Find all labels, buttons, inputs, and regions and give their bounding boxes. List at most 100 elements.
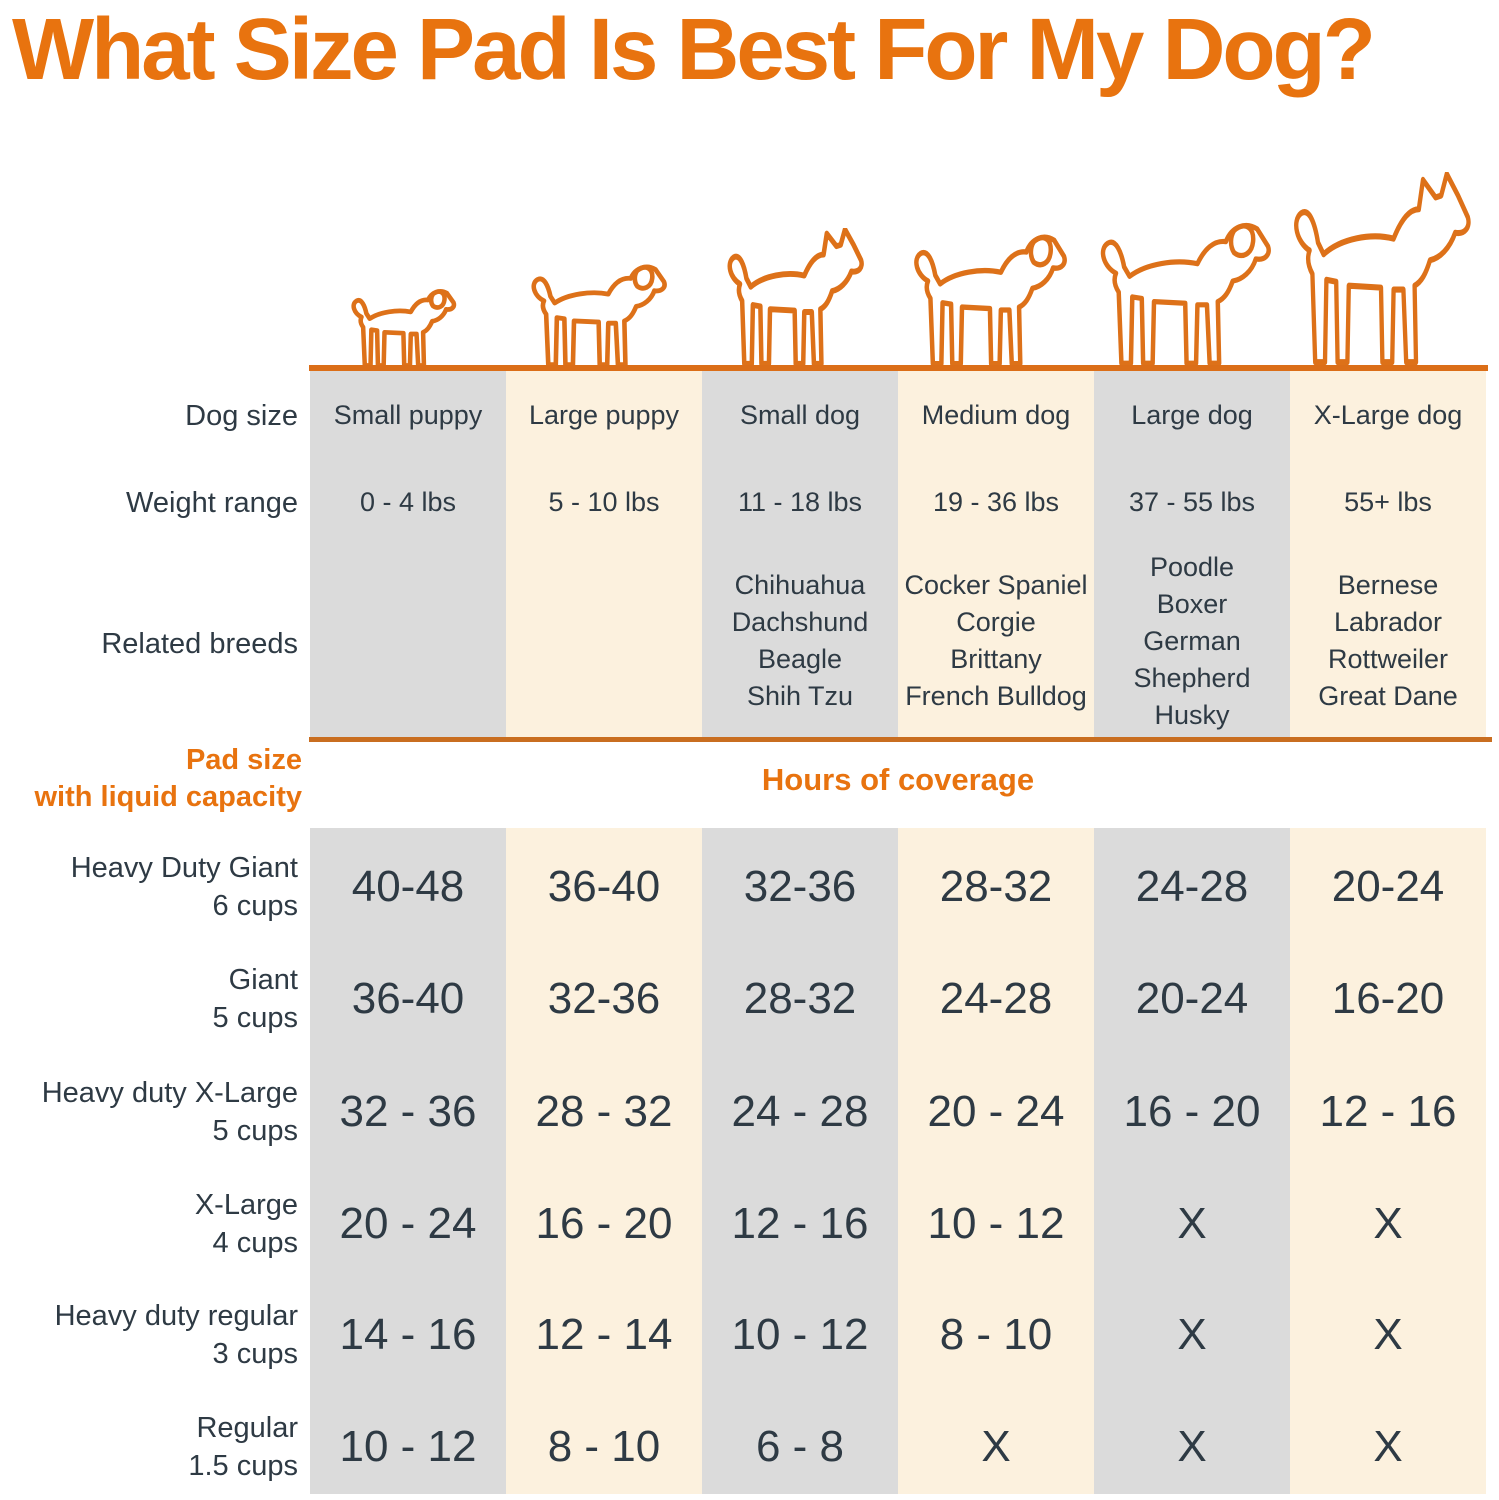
coverage-value: X bbox=[1177, 1199, 1207, 1248]
column-bg bbox=[898, 828, 1094, 1494]
breed-name: Beagle bbox=[757, 644, 843, 674]
coverage-value: 12 - 16 bbox=[1319, 1087, 1457, 1136]
small-dog-icon bbox=[725, 228, 875, 368]
pad-row-label: Heavy Duty Giant 6 cups bbox=[0, 849, 298, 925]
pad-size-section-label: Pad size with liquid capacity bbox=[0, 742, 303, 816]
breed-name: Rottweiler bbox=[1327, 644, 1449, 674]
row-label-weight-range: Weight range bbox=[126, 487, 298, 519]
breed-name: Dachshund bbox=[731, 607, 869, 637]
medium-dog-icon bbox=[911, 223, 1081, 368]
pad-row-values: 40-48 36-40 32-36 28-32 24-28 20-24 bbox=[310, 855, 1486, 919]
pad-row-label: Regular 1.5 cups bbox=[0, 1409, 298, 1485]
coverage-value: 16-20 bbox=[1331, 974, 1445, 1023]
coverage-value: 8 - 10 bbox=[939, 1310, 1053, 1359]
pad-name: X-Large bbox=[194, 1189, 298, 1221]
breed-name: Bernese bbox=[1337, 570, 1439, 600]
pad-capacity: 6 cups bbox=[212, 890, 298, 922]
pad-row-label: Heavy duty X-Large 5 cups bbox=[0, 1074, 298, 1150]
coverage-value: 14 - 16 bbox=[339, 1310, 477, 1359]
coverage-value: 8 - 10 bbox=[547, 1422, 661, 1471]
breed-name: French Bulldog bbox=[905, 681, 1087, 711]
pad-capacity: 1.5 cups bbox=[188, 1450, 298, 1482]
coverage-value: 10 - 12 bbox=[731, 1310, 869, 1359]
coverage-value: 10 - 12 bbox=[339, 1422, 477, 1471]
weight-cell: 19 - 36 lbs bbox=[932, 486, 1060, 517]
breed-name: Brittany bbox=[950, 644, 1042, 674]
dog-size-cell: Small dog bbox=[739, 399, 861, 430]
breed-name: Cocker Spaniel bbox=[904, 570, 1088, 600]
breeds-cell: Chihuahua Dachshund Beagle Shih Tzu bbox=[702, 548, 898, 734]
large-dog-icon bbox=[1097, 210, 1287, 368]
breed-name: German Shepherd bbox=[1133, 625, 1251, 693]
column-bg bbox=[702, 828, 898, 1494]
pad-size-label-line2: with liquid capacity bbox=[34, 781, 303, 813]
breed-name: Shih Tzu bbox=[746, 681, 854, 711]
pad-name: Heavy Duty Giant bbox=[70, 852, 298, 884]
dog-size-cell: Large puppy bbox=[528, 399, 680, 430]
row-label-related-breeds: Related breeds bbox=[101, 628, 298, 660]
coverage-value: 24-28 bbox=[1135, 862, 1249, 911]
coverage-value: X bbox=[1177, 1310, 1207, 1359]
breed-name: Poodle bbox=[1149, 551, 1235, 582]
breeds-cell bbox=[506, 548, 702, 734]
page-title: What Size Pad Is Best For My Dog? bbox=[12, 1, 1376, 98]
column-bg bbox=[1094, 371, 1290, 737]
coverage-value: 32-36 bbox=[547, 974, 661, 1023]
pad-row-label: Giant 5 cups bbox=[0, 961, 298, 1037]
coverage-value: 24-28 bbox=[939, 974, 1053, 1023]
related-breeds-row: Chihuahua Dachshund Beagle Shih Tzu Cock… bbox=[310, 548, 1486, 734]
dog-size-cell: Small puppy bbox=[333, 399, 483, 430]
dog-size-row: Small puppy Large puppy Small dog Medium… bbox=[310, 385, 1486, 445]
breeds-cell bbox=[310, 548, 506, 734]
breed-name: Corgie bbox=[956, 607, 1036, 637]
coverage-value: 32-36 bbox=[743, 862, 857, 911]
coverage-value: 24 - 28 bbox=[731, 1087, 869, 1136]
column-bg bbox=[310, 371, 506, 737]
pad-name: Heavy duty X-Large bbox=[41, 1077, 298, 1109]
pad-row-label: X-Large 4 cups bbox=[0, 1186, 298, 1262]
small-puppy-dog-icon bbox=[350, 283, 465, 368]
coverage-value: 28-32 bbox=[743, 974, 857, 1023]
large-puppy-dog-icon bbox=[529, 256, 679, 368]
row-label-dog-size: Dog size bbox=[185, 400, 298, 432]
coverage-value: 32 - 36 bbox=[339, 1087, 477, 1136]
pad-row-values: 36-40 32-36 28-32 24-28 20-24 16-20 bbox=[310, 967, 1486, 1031]
weight-cell: 0 - 4 lbs bbox=[359, 486, 457, 517]
breed-name: Husky bbox=[1154, 699, 1230, 730]
upper-column-backgrounds bbox=[310, 371, 1486, 737]
breeds-cell: Cocker Spaniel Corgie Brittany French Bu… bbox=[898, 548, 1094, 734]
coverage-value: 6 - 8 bbox=[755, 1422, 845, 1471]
weight-cell: 37 - 55 lbs bbox=[1128, 486, 1256, 517]
pad-capacity: 3 cups bbox=[212, 1338, 298, 1370]
weight-cell: 5 - 10 lbs bbox=[548, 486, 660, 517]
column-bg bbox=[1094, 828, 1290, 1494]
coverage-value: 16 - 20 bbox=[1123, 1087, 1261, 1136]
pad-capacity: 5 cups bbox=[212, 1002, 298, 1034]
coverage-value: 20 - 24 bbox=[339, 1199, 477, 1248]
coverage-value: 20 - 24 bbox=[927, 1087, 1065, 1136]
coverage-value: 28-32 bbox=[939, 862, 1053, 911]
pad-capacity: 5 cups bbox=[212, 1115, 298, 1147]
breed-name: Boxer bbox=[1156, 588, 1228, 619]
column-bg bbox=[898, 371, 1094, 737]
column-bg bbox=[310, 828, 506, 1494]
column-bg bbox=[1290, 371, 1486, 737]
pad-capacity: 4 cups bbox=[212, 1227, 298, 1259]
section-divider-line bbox=[309, 737, 1492, 742]
pad-name: Heavy duty regular bbox=[54, 1300, 298, 1332]
pad-name: Regular bbox=[196, 1412, 298, 1444]
pad-size-label-line1: Pad size bbox=[185, 744, 302, 776]
coverage-value: 16 - 20 bbox=[535, 1199, 673, 1248]
coverage-value: 20-24 bbox=[1331, 862, 1445, 911]
dog-size-cell: X-Large dog bbox=[1313, 399, 1463, 430]
coverage-value: 28 - 32 bbox=[535, 1087, 673, 1136]
dog-size-cell: Medium dog bbox=[921, 399, 1071, 430]
pad-row-values: 32 - 36 28 - 32 24 - 28 20 - 24 16 - 20 … bbox=[310, 1080, 1486, 1144]
breeds-cell: Poodle Boxer German Shepherd Husky bbox=[1094, 548, 1290, 734]
hours-of-coverage-header: Hours of coverage bbox=[761, 762, 1035, 797]
breeds-cell: Bernese Labrador Rottweiler Great Dane bbox=[1290, 548, 1486, 734]
coverage-value: 20-24 bbox=[1135, 974, 1249, 1023]
column-bg bbox=[702, 371, 898, 737]
pad-row-values: 10 - 12 8 - 10 6 - 8 X X X bbox=[310, 1415, 1486, 1479]
